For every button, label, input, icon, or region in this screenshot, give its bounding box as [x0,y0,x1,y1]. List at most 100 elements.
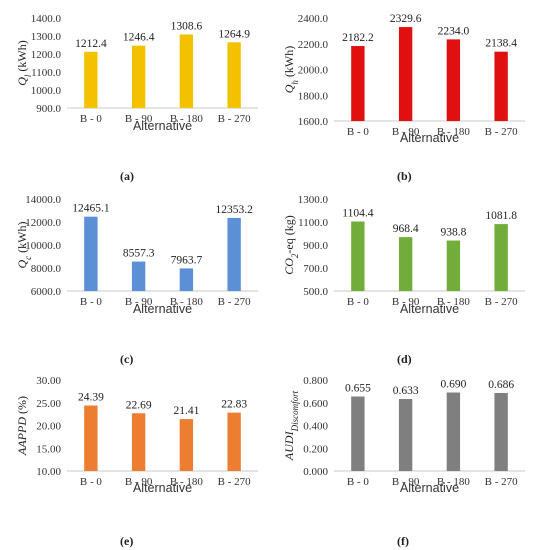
y-tick-label: 1300.0 [298,194,329,206]
y-tick-label: 0.400 [303,421,328,433]
data-label: 938.8 [440,227,466,239]
data-label: 1081.8 [485,210,517,222]
y-tick-label: 0.800 [303,375,328,387]
y-tick-label: 6000.0 [31,286,62,298]
x-axis-label: Alternative [400,481,459,495]
x-axis-label: Alternative [133,302,192,316]
y-tick-label: 500.0 [303,286,328,298]
x-tick-label: B - 0 [80,476,103,488]
y-tick-label: 1000.0 [31,85,62,97]
chart-svg-b: 1600.0 1800.0 2000.0 2200.0 2400.0 2182.2 B - … [282,13,525,145]
caption-f: (f) [397,534,409,548]
x-tick-label: B - 180 [437,126,471,138]
data-label: 1246.4 [123,32,155,44]
x-tick-label: B - 0 [347,296,370,308]
y-tick-label: 900.0 [303,240,328,252]
x-tick-label: B - 0 [347,476,370,488]
bar-2 [131,261,146,291]
data-label: 22.69 [126,399,152,411]
bar-2 [131,45,146,108]
data-label: 1308.6 [171,20,203,32]
y-axis-label: Ql (kWh) [15,40,33,86]
y-tick-label: 1400.0 [31,13,62,25]
bar-3 [446,392,461,471]
y-axis-label: Qh (kWh) [282,46,300,94]
caption-a: (a) [120,169,134,183]
x-tick-label: B - 270 [218,476,252,488]
y-tick-label: 2400.0 [298,13,329,25]
chart-svg-a: 900.0 1000.0 1100.0 1200.0 1300.0 1400.0 1212.… [15,13,258,133]
chart-panel-b: 1600.0 1800.0 2000.0 2200.0 2400.0 2182.2 B - … [267,0,534,185]
data-label: 968.4 [393,223,419,235]
data-label: 24.39 [78,392,104,404]
y-tick-label: 12000.0 [25,217,61,229]
bar-1 [84,216,98,291]
y-tick-label: 10000.0 [25,240,61,252]
chart-panel-d: 500.0 700.0 900.0 1100.0 1300.0 1104.4 B - 0 96… [267,185,534,365]
x-tick-label: B - 270 [485,476,519,488]
x-tick-label: B - 90 [392,476,420,488]
data-label: 1212.4 [75,38,107,50]
y-tick-label: 1800.0 [298,90,329,102]
data-label: 0.690 [440,379,466,391]
bar-3 [179,268,194,291]
caption-c: (c) [120,352,134,366]
x-tick-label: B - 270 [485,126,519,138]
chart-svg-e: 10.00 15.00 20.00 25.00 30.00 24.39 B - 0 22.69… [15,375,258,495]
x-tick-label: B - 180 [170,113,204,125]
bar-2 [398,27,413,122]
caption-b: (b) [397,169,412,183]
x-tick-label: B - 270 [218,113,252,125]
bar-3 [179,34,194,109]
chart-panel-a: 900.0 1000.0 1100.0 1200.0 1300.0 1400.0 1212.… [0,0,267,185]
bar-4 [227,412,241,471]
y-tick-label: 0.600 [303,398,328,410]
bar-2 [398,237,413,291]
data-label: 8557.3 [123,248,155,260]
data-label: 0.633 [393,385,419,397]
data-label: 12465.1 [72,203,110,215]
data-label: 1104.4 [342,207,373,219]
bar-1 [84,405,98,471]
x-tick-label: B - 90 [392,126,420,138]
data-label: 0.686 [488,379,514,391]
data-label: 21.41 [173,405,199,417]
x-tick-label: B - 180 [437,476,471,488]
chart-svg-f: 0.000 0.200 0.400 0.600 0.800 0.655 B - 0 0.633… [282,375,525,495]
x-axis-label: Alternative [400,302,459,316]
y-tick-label: 30.00 [36,375,61,387]
y-tick-label: 2200.0 [298,39,329,51]
y-tick-label: 10.00 [36,466,61,478]
y-tick-label: 8000.0 [31,263,62,275]
x-tick-label: B - 180 [170,296,204,308]
bar-4 [494,51,508,121]
x-tick-label: B - 0 [347,126,370,138]
y-tick-label: 2000.0 [298,65,329,77]
data-label: 1264.9 [218,28,250,40]
caption-d: (d) [397,352,412,366]
x-axis-label: Alternative [133,119,192,133]
y-axis-label: AAPPD (%) [15,396,29,456]
data-label: 2329.6 [390,13,422,25]
caption-e: (e) [120,534,134,548]
x-tick-label: B - 270 [218,296,252,308]
bar-4 [494,392,508,471]
x-tick-label: B - 180 [437,296,471,308]
x-tick-label: B - 90 [125,113,153,125]
y-tick-label: 0.200 [303,443,328,455]
x-tick-label: B - 90 [392,296,420,308]
x-tick-label: B - 0 [80,113,103,125]
data-label: 12353.2 [215,204,253,216]
data-label: 7963.7 [171,254,203,266]
y-tick-label: 0.000 [303,466,328,478]
bar-3 [179,419,194,471]
x-tick-label: B - 90 [125,476,153,488]
y-tick-label: 1600.0 [298,116,329,128]
y-tick-label: 1100.0 [31,67,61,79]
y-tick-label: 900.0 [36,103,61,115]
data-label: 0.655 [345,382,371,394]
y-tick-label: 14000.0 [25,194,61,206]
x-tick-label: B - 270 [485,296,519,308]
y-axis-label: CO2-eq (kg) [282,215,300,275]
y-tick-label: 1200.0 [31,49,62,61]
